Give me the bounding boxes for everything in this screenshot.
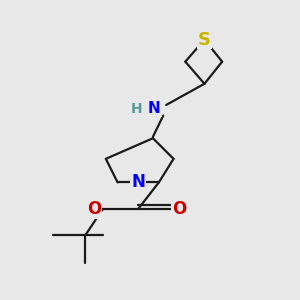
Text: S: S xyxy=(198,31,211,49)
Text: N: N xyxy=(131,173,145,191)
Text: H: H xyxy=(131,102,142,116)
Text: O: O xyxy=(87,200,101,218)
Text: N: N xyxy=(148,101,161,116)
Text: O: O xyxy=(172,200,187,218)
